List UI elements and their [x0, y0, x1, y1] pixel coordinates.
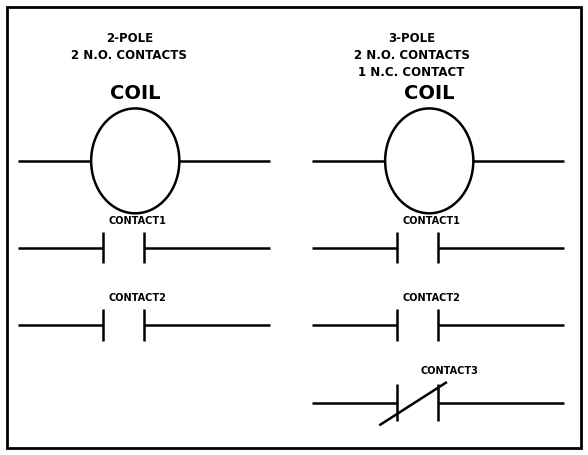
Text: CONTACT3: CONTACT3: [420, 365, 478, 375]
Text: CONTACT2: CONTACT2: [109, 293, 166, 303]
Text: COIL: COIL: [110, 83, 161, 102]
Text: COIL: COIL: [404, 83, 455, 102]
Text: CONTACT1: CONTACT1: [109, 215, 166, 225]
Text: 3-POLE
2 N.O. CONTACTS
1 N.C. CONTACT: 3-POLE 2 N.O. CONTACTS 1 N.C. CONTACT: [353, 32, 470, 79]
Ellipse shape: [385, 109, 473, 214]
Text: CONTACT2: CONTACT2: [403, 293, 460, 303]
Ellipse shape: [91, 109, 179, 214]
Text: 2-POLE
2 N.O. CONTACTS: 2-POLE 2 N.O. CONTACTS: [71, 32, 188, 62]
Text: CONTACT1: CONTACT1: [403, 215, 460, 225]
